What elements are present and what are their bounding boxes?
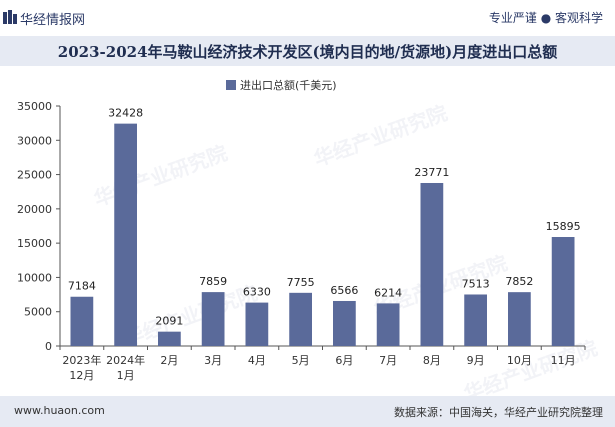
x-tick-label: 2024年 1月 [106, 353, 145, 382]
y-tick-label: 15000 [17, 237, 52, 250]
x-tick-label: 2023年 12月 [62, 353, 101, 382]
data-label: 7852 [505, 275, 533, 288]
y-tick-label: 10000 [17, 271, 52, 284]
bar [70, 296, 94, 346]
y-tick-label: 0 [45, 340, 52, 353]
x-tick-label: 9月 [467, 354, 485, 367]
bar [201, 292, 225, 346]
bar [420, 182, 444, 346]
data-label: 6330 [243, 286, 271, 299]
y-tick-label: 25000 [17, 169, 52, 182]
y-tick-label: 5000 [24, 306, 52, 319]
slogan: 专业严谨 ● 客观科学 [488, 11, 603, 25]
data-label: 6566 [330, 284, 358, 297]
x-tick-label: 8月 [423, 354, 441, 367]
x-tick-label: 4月 [248, 354, 266, 367]
x-tick-label: 7月 [379, 354, 397, 367]
bar [464, 294, 487, 346]
legend-label: 进出口总额(千美元) [240, 78, 337, 92]
y-tick-label: 30000 [17, 134, 52, 147]
legend: 进出口总额(千美元) [226, 78, 337, 92]
data-label: 2091 [155, 315, 183, 328]
chart-title: 2023-2024年马鞍山经济技术开发区(境内目的地/货源地)月度进出口总额 [57, 43, 558, 61]
x-tick-label: 11月 [551, 354, 576, 367]
brand-name: 华经情报网 [20, 13, 86, 28]
data-label: 7184 [68, 280, 96, 293]
top-bar: 华经情报网 专业严谨 ● 客观科学 [0, 0, 615, 36]
bar [551, 237, 575, 346]
x-tick-label: 10月 [507, 354, 532, 367]
legend-swatch [226, 80, 236, 90]
footer-url: www.huaon.com [14, 404, 105, 417]
y-tick-label: 35000 [17, 100, 52, 113]
bar [289, 292, 312, 346]
x-tick-label: 6月 [335, 354, 353, 367]
bar [508, 292, 531, 346]
x-tick-label: 5月 [292, 354, 310, 367]
data-label: 6214 [374, 286, 402, 299]
title-bar: 2023-2024年马鞍山经济技术开发区(境内目的地/货源地)月度进出口总额 [0, 36, 615, 66]
y-tick-label: 20000 [17, 203, 52, 216]
data-label: 7755 [287, 276, 315, 289]
bar [333, 300, 356, 346]
bar [245, 302, 269, 346]
data-label: 7513 [462, 277, 490, 290]
data-source: 数据来源：中国海关，华经产业研究院整理 [394, 406, 603, 419]
data-label: 23771 [414, 166, 449, 179]
data-label: 7859 [199, 275, 227, 288]
bar-chart: 进出口总额(千美元) 0 5000 10000 15000 20000 25000 3000… [17, 78, 586, 382]
data-label: 32428 [108, 107, 143, 120]
bar [158, 331, 181, 346]
bar [114, 123, 137, 346]
footer: www.huaon.com 数据来源：中国海关，华经产业研究院整理 [0, 396, 615, 427]
bar [376, 303, 400, 346]
x-tick-label: 2月 [160, 354, 178, 367]
x-tick-label: 3月 [204, 354, 222, 367]
data-label: 15895 [546, 220, 581, 233]
brand-logo-icon [3, 10, 17, 24]
